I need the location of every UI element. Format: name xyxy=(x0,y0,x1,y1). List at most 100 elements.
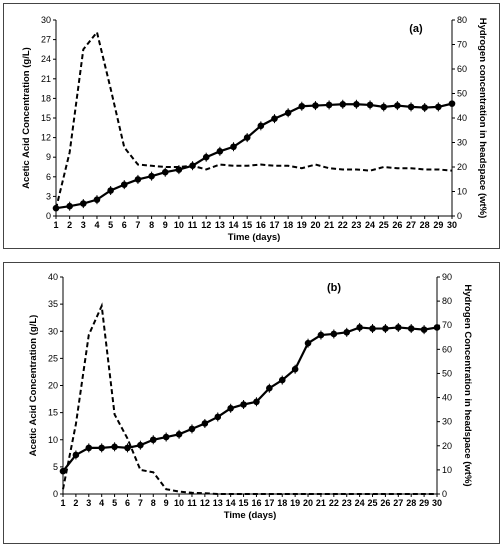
chart-b-x-tick-label: 22 xyxy=(329,498,339,508)
chart-b-acetic-acid-point xyxy=(175,431,183,438)
chart-a-acetic-acid-point xyxy=(448,100,456,107)
chart-a-acetic-acid-point xyxy=(271,115,278,122)
chart-a-acetic-acid-point xyxy=(284,109,292,117)
chart-b-acetic-acid-point xyxy=(188,425,196,433)
chart-a-acetic-acid-point xyxy=(134,176,142,183)
chart-b-x-tick-label: 12 xyxy=(200,498,210,508)
chart-b-left-tick-label: 30 xyxy=(48,326,58,336)
chart-b-x-tick-label: 13 xyxy=(213,498,223,508)
chart-b-left-tick-label: 25 xyxy=(48,353,58,363)
chart-a-acetic-acid-point xyxy=(107,187,114,194)
chart-a-x-tick-label: 1 xyxy=(53,220,58,230)
chart-a-hydrogen-line xyxy=(55,30,453,209)
chart-a-right-tick-label: 10 xyxy=(457,187,467,197)
chart-b-acetic-acid-point xyxy=(98,444,105,452)
chart-b-x-tick-label: 27 xyxy=(393,498,403,508)
chart-a-x-tick-label: 19 xyxy=(297,220,307,230)
chart-b-right-tick-label: 80 xyxy=(442,296,452,306)
chart-a-right-tick-label: 60 xyxy=(457,64,467,74)
chart-b-x-tick-label: 8 xyxy=(151,498,156,508)
chart-b-x-tick-label: 25 xyxy=(368,498,378,508)
chart-a-acetic-acid-point xyxy=(366,101,374,109)
chart-b-x-tick-label: 1 xyxy=(60,498,65,508)
chart-a-left-tick-label: 18 xyxy=(41,93,51,103)
chart-b-acetic-acid-point xyxy=(343,329,351,336)
chart-a-left-tick-label: 24 xyxy=(41,54,51,64)
chart-b-right-tick-label: 30 xyxy=(442,417,452,427)
chart-a-x-tick-label: 9 xyxy=(163,220,168,230)
chart-b-x-tick-label: 5 xyxy=(112,498,117,508)
chart-a-left-tick-label: 30 xyxy=(41,15,51,25)
chart-a-x-tick-label: 25 xyxy=(379,220,389,230)
chart-a-acetic-acid-point xyxy=(312,102,319,109)
chart-b-acetic-acid-line xyxy=(62,326,438,472)
chart-a-acetic-acid-point xyxy=(80,200,87,207)
chart-b-panel-label: (b) xyxy=(327,282,341,294)
chart-panel-a: 0 3 6 9 12 15 18 21 24 27 30 0 10 20 30 40 50 60 70 80 1 2 3 4 5… xyxy=(3,3,500,249)
chart-b-x-tick-label: 4 xyxy=(99,498,104,508)
chart-b-acetic-acid-point xyxy=(162,433,170,441)
chart-a-x-tick-label: 3 xyxy=(81,220,86,230)
chart-b-acetic-acid-point xyxy=(433,324,441,331)
chart-b-x-tick-label: 10 xyxy=(174,498,184,508)
chart-a-x-tick-label: 24 xyxy=(365,220,375,230)
chart-a-acetic-acid-point xyxy=(407,103,415,111)
chart-a-left-tick-label: 27 xyxy=(41,35,51,45)
chart-a-acetic-acid-point xyxy=(435,103,442,111)
chart-b-acetic-acid-point xyxy=(85,444,93,452)
chart-a-acetic-acid-point xyxy=(257,122,265,130)
chart-b-left-axis-title: Acetic Acid Concentration (g/L) xyxy=(28,315,39,457)
chart-a-left-tick-label: 15 xyxy=(41,113,51,123)
chart-b-left-tick-label: 20 xyxy=(48,381,58,391)
chart-b-acetic-acid-point xyxy=(227,404,234,412)
chart-a-acetic-acid-point xyxy=(325,101,333,109)
chart-a-right-tick-label: 30 xyxy=(457,138,467,148)
chart-b-acetic-acid-point xyxy=(111,443,118,451)
chart-a-acetic-acid-point xyxy=(380,103,388,111)
chart-b-x-tick-label: 2 xyxy=(73,498,78,508)
chart-a-x-tick-label: 16 xyxy=(256,220,266,230)
chart-a-x-tick-label: 17 xyxy=(269,220,279,230)
chart-b-acetic-acid-point xyxy=(59,467,67,475)
chart-a-left-tick-label: 21 xyxy=(41,74,51,84)
chart-a-left-tick-label: 6 xyxy=(46,172,51,182)
chart-a-x-tick-label: 14 xyxy=(229,220,239,230)
chart-b-acetic-acid-point xyxy=(330,330,338,338)
chart-b-right-tick-label: 40 xyxy=(442,393,452,403)
chart-a-x-tick-label: 15 xyxy=(242,220,252,230)
chart-b-acetic-acid-point xyxy=(214,413,222,421)
chart-a-acetic-acid-point xyxy=(93,196,101,203)
chart-b-hydrogen-line xyxy=(62,302,437,495)
chart-a-x-tick-label: 10 xyxy=(174,220,184,230)
chart-a-left-tick-label: 12 xyxy=(41,133,51,143)
chart-a-x-tick-label: 8 xyxy=(149,220,154,230)
chart-b-left-tick-label: 5 xyxy=(53,462,58,472)
chart-b-x-tick-label: 9 xyxy=(164,498,169,508)
chart-a-right-tick-label: 50 xyxy=(457,89,467,99)
chart-a-acetic-acid-point xyxy=(230,143,237,151)
chart-b-acetic-acid-point xyxy=(240,401,247,408)
chart-a-x-tick-label: 6 xyxy=(122,220,127,230)
chart-a-x-tick-label: 27 xyxy=(406,220,416,230)
chart-b-acetic-acid-point xyxy=(317,331,325,339)
chart-b-acetic-acid-point xyxy=(72,451,80,459)
chart-a-x-tick-label: 12 xyxy=(201,220,211,230)
chart-a-acetic-acid-point xyxy=(161,168,169,176)
chart-a-acetic-acid-point xyxy=(421,104,428,111)
chart-b-x-axis-title: Time (days) xyxy=(224,510,277,521)
chart-a-acetic-acid-point xyxy=(66,202,73,210)
chart-b-acetic-acid-point xyxy=(369,325,376,332)
chart-a-x-axis-title: Time (days) xyxy=(228,232,281,243)
chart-a-acetic-acid-point xyxy=(353,100,360,108)
chart-b-acetic-acid-point xyxy=(395,324,402,331)
chart-a-x-tick-label: 29 xyxy=(433,220,443,230)
chart-b-acetic-acid-point xyxy=(420,326,428,333)
chart-panel-b: 0 5 10 15 20 25 30 35 40 0 10 20 30 40 50 60 70 80 90 1 2 3 4 5… xyxy=(3,262,500,544)
chart-b-x-tick-label: 18 xyxy=(277,498,287,508)
chart-b-right-tick-label: 60 xyxy=(442,344,452,354)
chart-b-right-tick-label: 90 xyxy=(442,272,452,282)
chart-b-right-tick-label: 10 xyxy=(442,465,452,475)
chart-b-acetic-acid-point xyxy=(278,376,286,384)
chart-b-x-tick-label: 20 xyxy=(303,498,313,508)
